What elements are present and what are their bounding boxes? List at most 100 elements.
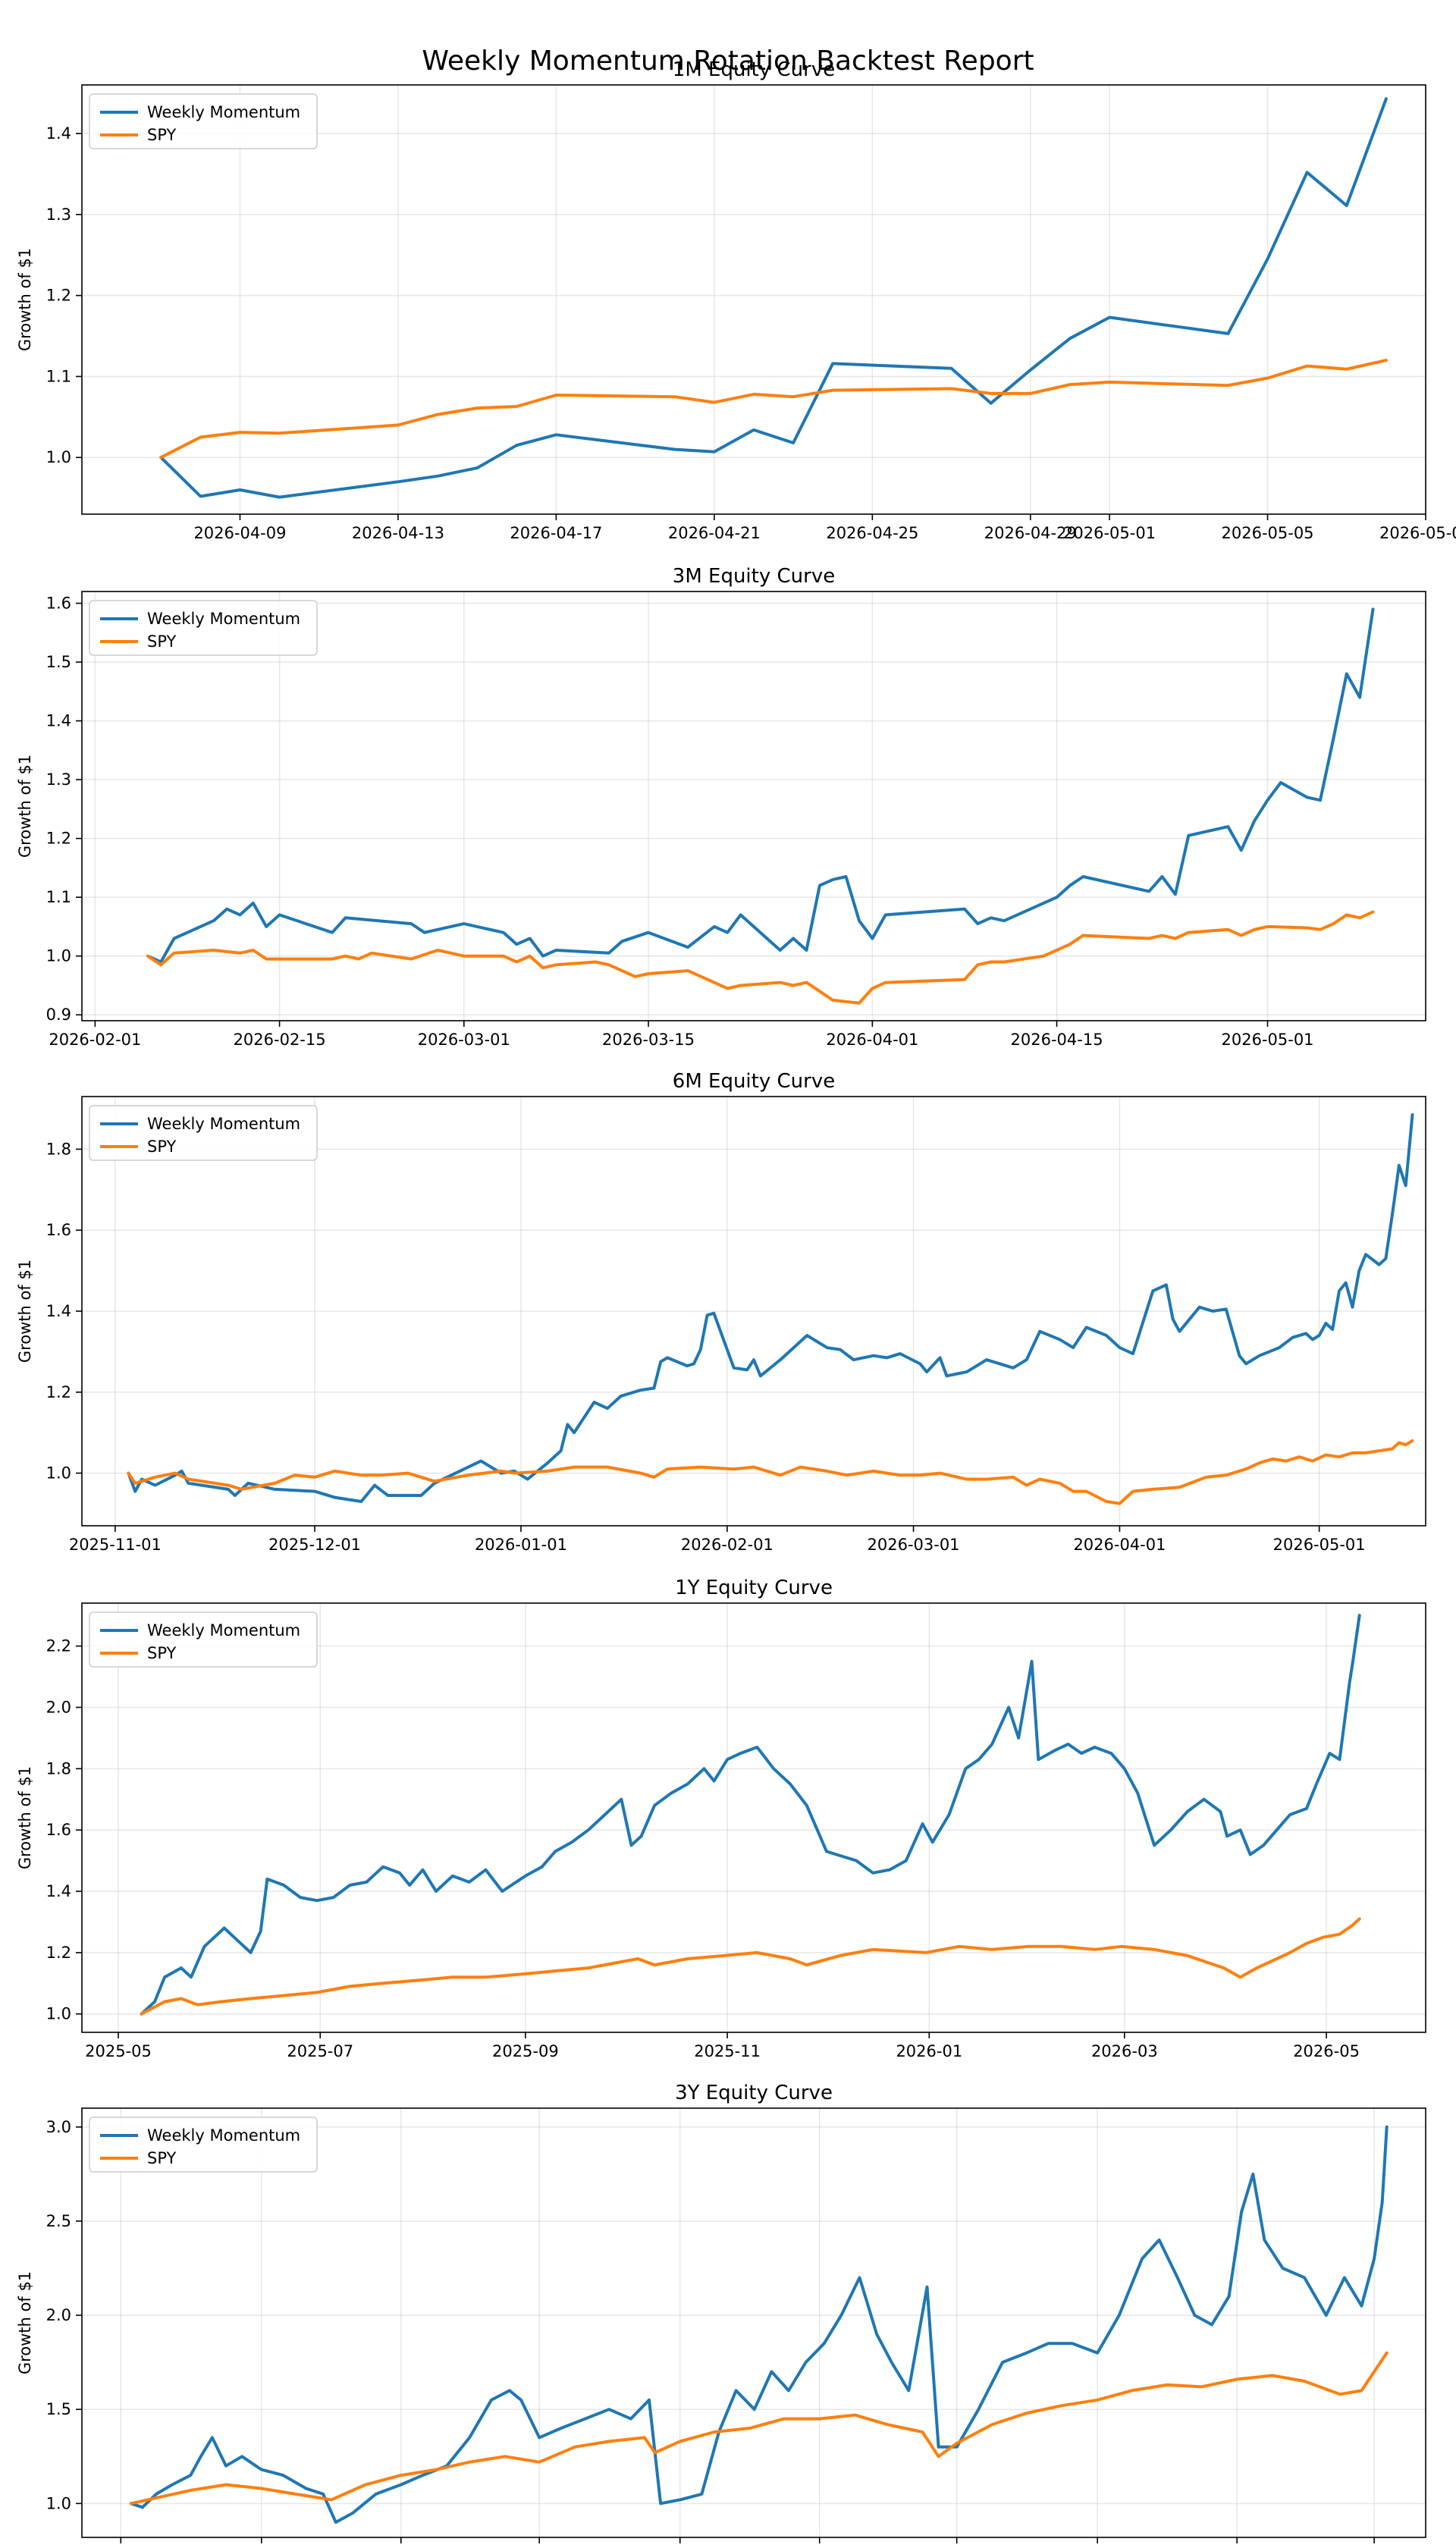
strategy-line [129,2125,1389,2524]
legend-frame [89,93,318,149]
strategy-line [159,97,1388,499]
x-tick-label: 2026-02-15 [234,1031,326,1049]
chart-title: 1Y Equity Curve [675,1577,833,1599]
y-tick-label: 1.6 [46,1821,71,1839]
y-tick-label: 1.0 [46,947,71,965]
x-tick-label: 2025-07 [287,2042,353,2060]
y-tick-label: 1.5 [46,2400,71,2418]
benchmark-line [140,1917,1361,2016]
y-tick-label: 2.0 [46,2306,71,2324]
legend-benchmark-label: SPY [147,126,177,144]
x-tick-label: 2026-03 [1091,2042,1158,2060]
x-tick-label: 2026-05-05 [1222,524,1314,542]
x-tick-label: 2026-05-01 [1222,1031,1314,1049]
x-tick-label: 2026-05 [1293,2042,1360,2060]
strategy-line [140,1614,1361,2016]
legend: Weekly Momentum SPY [89,1105,318,1161]
x-tick-label: 2026-04-25 [826,524,918,542]
legend: Weekly Momentum SPY [89,1611,318,1668]
y-tick-label: 1.6 [46,1221,71,1239]
chart-panel-1: 2026-04-09 2026-04-13 2026-04-17 2026-04-21… [16,58,1456,542]
legend-strategy-label: Weekly Momentum [147,610,300,628]
x-tick-label: 2026-05-09 [1379,524,1456,542]
legend-frame [89,600,318,656]
x-tick-label: 2025-05 [85,2042,152,2060]
x-tick-label: 2026-01-01 [475,1536,567,1554]
x-tick-label: 2025-11-01 [69,1536,162,1554]
legend-strategy-label: Weekly Momentum [147,1621,300,1640]
strategy-line [127,1113,1414,1503]
strategy-line [146,607,1375,964]
legend-frame [89,1611,318,1668]
y-tick-label: 1.4 [46,1882,71,1900]
y-tick-label: 1.4 [46,1302,71,1320]
legend: Weekly Momentum SPY [89,93,318,149]
benchmark-line [159,359,1388,460]
report-title: Weekly Momentum Rotation Backtest Report [422,46,1034,77]
x-tick-label: 2026-03-01 [418,1031,510,1049]
legend-strategy-label: Weekly Momentum [147,1115,300,1133]
y-tick-label: 1.0 [46,1464,71,1483]
x-tick-label: 2026-03-15 [602,1031,695,1049]
x-tick-label: 2026-04-15 [1011,1031,1103,1049]
y-tick-label: 1.2 [46,1944,71,1962]
x-tick-label: 2026-02-01 [49,1031,141,1049]
y-tick-label: 2.0 [46,1698,71,1716]
y-tick-label: 1.4 [46,712,71,730]
benchmark-line [129,2351,1389,2506]
y-axis-label: Growth of $1 [16,755,34,858]
legend-frame [89,2117,318,2173]
benchmark-line [127,1439,1414,1505]
x-tick-label: 2026-03-01 [868,1536,960,1554]
y-tick-label: 2.2 [46,1637,71,1655]
x-tick-label: 2025-12-01 [268,1536,361,1554]
legend: Weekly Momentum SPY [89,2117,318,2173]
legend-benchmark-label: SPY [147,1644,177,1662]
chart-panel-2: 2026-02-01 2026-02-15 2026-03-01 2026-03-15… [16,565,1426,1049]
y-tick-label: 1.0 [46,448,71,466]
legend-strategy-label: Weekly Momentum [147,2126,300,2145]
y-tick-label: 1.2 [46,287,71,305]
y-tick-label: 1.1 [46,888,71,906]
x-tick-label: 2026-02-01 [681,1536,774,1554]
x-tick-label: 2025-11 [694,2042,761,2060]
y-axis-label: Growth of $1 [16,248,34,351]
x-tick-label: 2026-05-01 [1063,524,1156,542]
x-tick-label: 2026-04-21 [668,524,761,542]
legend-benchmark-label: SPY [147,2149,177,2167]
x-tick-label: 2026-04-29 [984,524,1077,542]
y-tick-label: 1.3 [46,206,71,224]
x-tick-label: 2026-05-01 [1273,1536,1366,1554]
chart-title: 6M Equity Curve [673,1070,835,1093]
x-tick-label: 2026-01 [896,2042,962,2060]
x-tick-label: 2026-04-01 [1073,1536,1166,1554]
y-tick-label: 2.5 [46,2212,71,2230]
y-axis-label: Growth of $1 [16,2271,34,2374]
y-tick-label: 1.0 [46,2494,71,2512]
plot-frame [81,84,1426,515]
legend-benchmark-label: SPY [147,1138,177,1156]
y-tick-label: 1.2 [46,830,71,848]
y-tick-label: 1.2 [46,1383,71,1401]
y-axis-label: Growth of $1 [16,1260,34,1363]
chart-panels: 2026-04-09 2026-04-13 2026-04-17 2026-04-21… [16,58,1456,2548]
x-tick-label: 2025-09 [492,2042,559,2060]
y-tick-label: 3.0 [46,2118,71,2136]
chart-panel-3: 2025-11-01 2025-12-01 2026-01-01 2026-02-01… [16,1070,1426,1554]
y-tick-label: 1.8 [46,1140,71,1158]
y-axis-label: Growth of $1 [16,1766,34,1869]
y-tick-label: 1.5 [46,653,71,671]
legend: Weekly Momentum SPY [89,600,318,656]
chart-title: 1M Equity Curve [673,58,835,81]
x-tick-label: 2026-04-01 [826,1031,918,1049]
chart-title: 3Y Equity Curve [675,2082,833,2104]
y-tick-label: 1.0 [46,2005,71,2023]
legend-benchmark-label: SPY [147,632,177,651]
legend-frame [89,1105,318,1161]
y-tick-label: 1.4 [46,124,71,143]
x-tick-label: 2026-04-17 [510,524,602,542]
y-tick-label: 1.1 [46,367,71,385]
x-tick-label: 2026-04-09 [193,524,286,542]
plot-frame [81,1602,1426,2033]
